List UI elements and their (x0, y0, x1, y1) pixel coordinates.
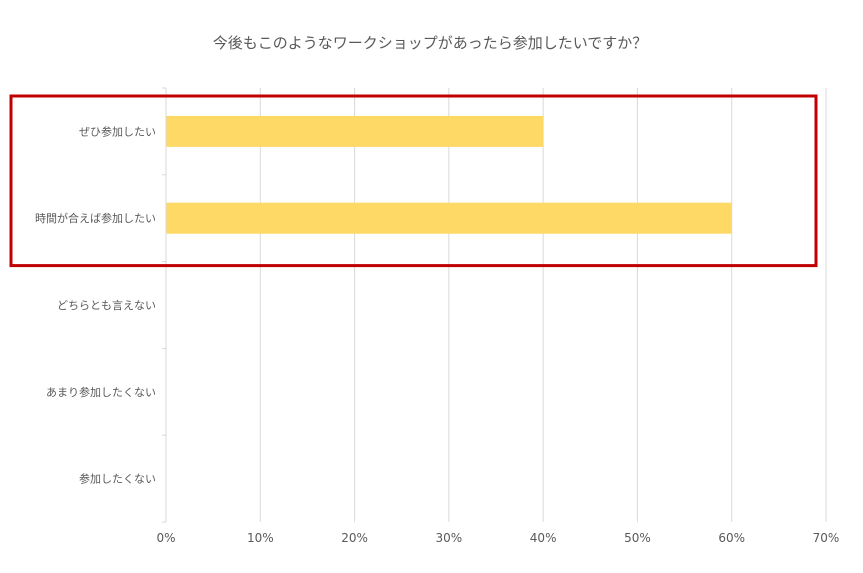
bar (166, 202, 732, 234)
x-tick-label: 0% (156, 531, 175, 545)
bar (166, 115, 544, 147)
category-label: ぜひ参加したい (79, 124, 156, 138)
x-tick-label: 60% (718, 531, 745, 545)
x-tick-label: 40% (530, 531, 557, 545)
bars (166, 115, 732, 234)
category-label: 参加したくない (79, 472, 156, 486)
x-tick-label: 10% (247, 531, 274, 545)
x-tick-label: 20% (341, 531, 368, 545)
x-tick-label: 50% (624, 531, 651, 545)
axes (162, 87, 167, 523)
x-tick-label: 30% (436, 531, 463, 545)
labels: 0% 10% 20% 30% 40% 50% 60% 70% ぜひ参加したい時間が合えば参加した… (35, 124, 839, 545)
category-label: 時間が合えば参加したい (35, 211, 156, 225)
gridlines (259, 88, 827, 522)
x-tick-label: 70% (813, 531, 840, 545)
category-label: どちらとも言えない (57, 299, 156, 312)
chart-title: 今後もこのようなワークショップがあったら参加したいですか？ (213, 34, 648, 52)
highlight-box (9, 94, 818, 268)
category-label: あまり参加したくない (46, 385, 156, 399)
